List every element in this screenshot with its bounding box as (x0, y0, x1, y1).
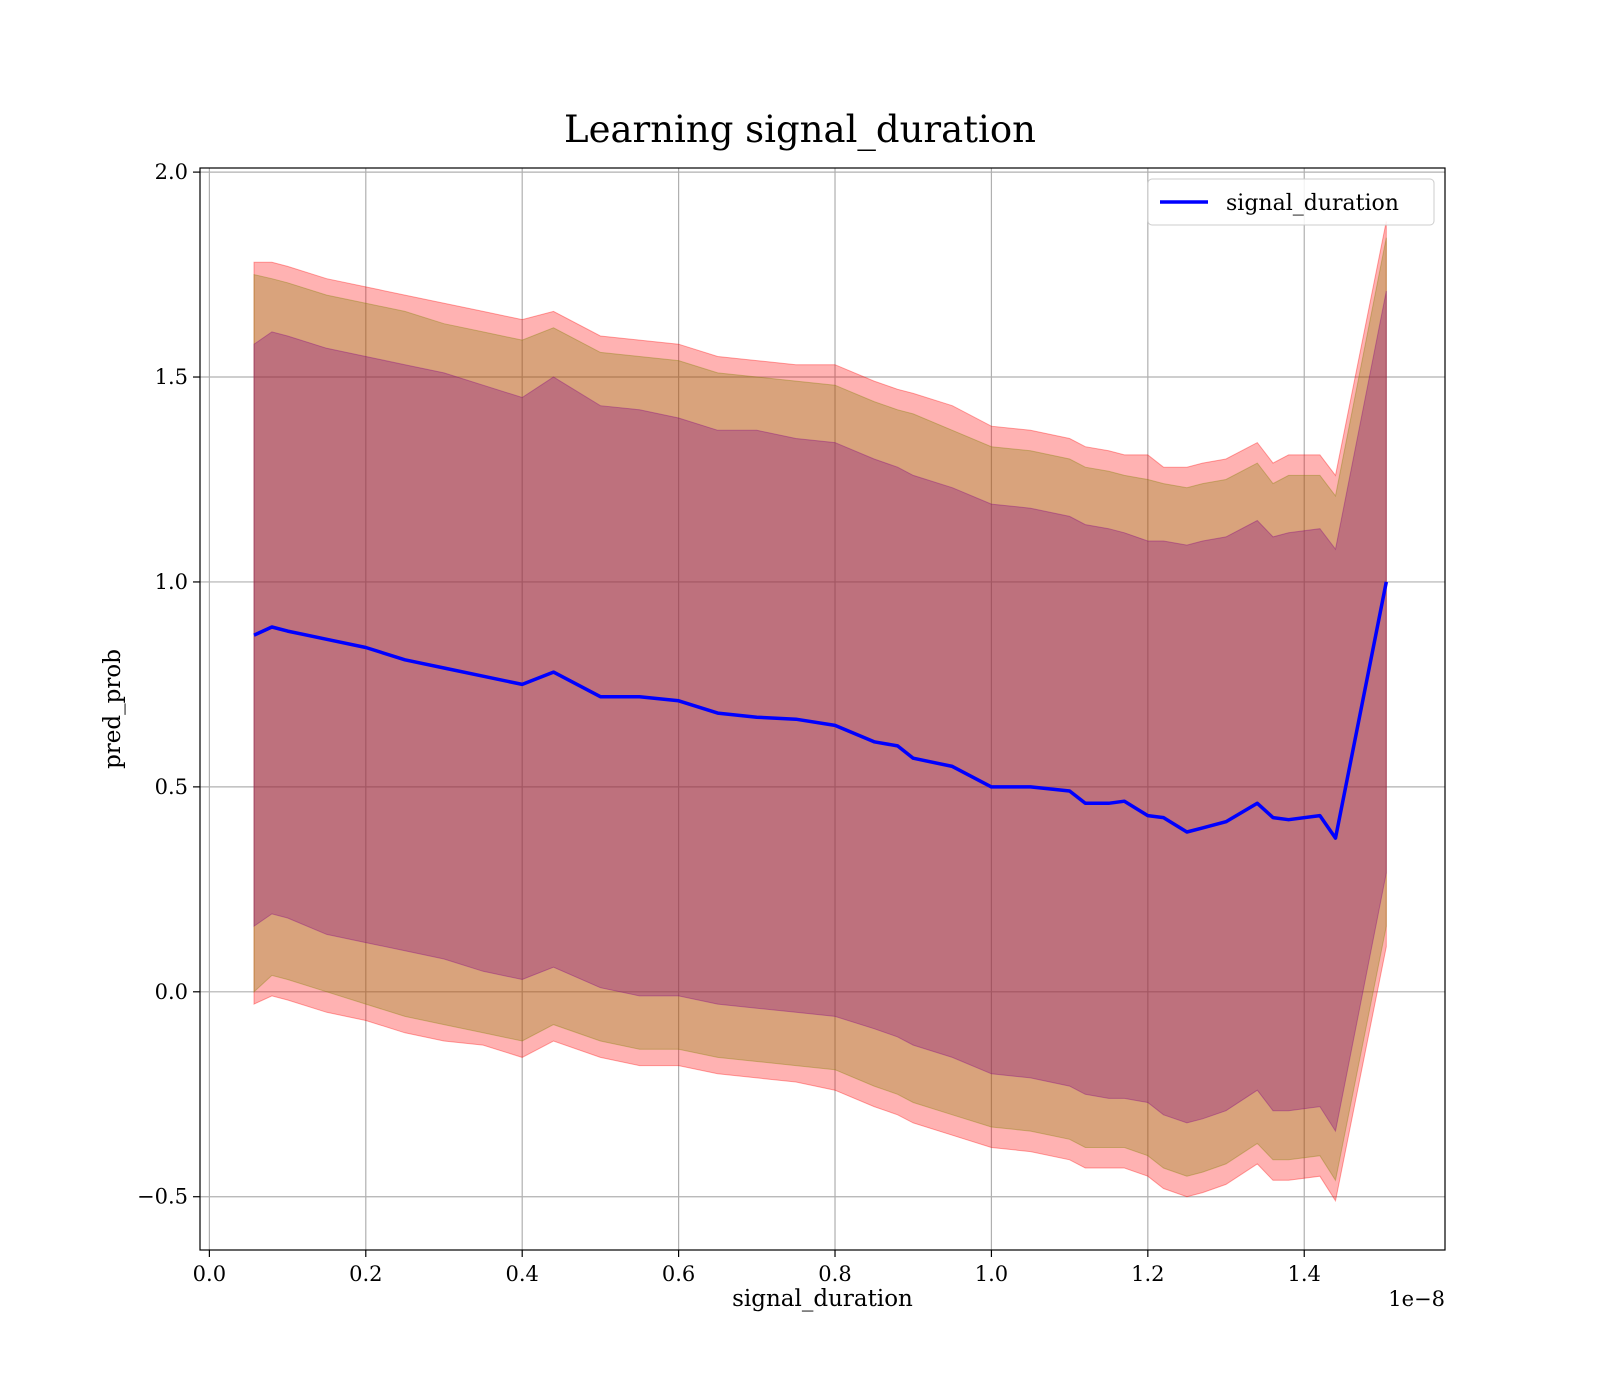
y-axis-ticks: −0.5 0.0 0.5 1.0 1.5 2.0 (137, 160, 200, 1209)
confidence-band-2 (253, 237, 1387, 1182)
y-tick-label: 0.5 (155, 775, 188, 799)
legend-box (1147, 178, 1435, 226)
x-tick-label: 0.8 (818, 1262, 851, 1286)
grid-lines (200, 168, 1445, 1250)
y-tick-label: 1.0 (155, 570, 188, 594)
x-tick-label: 0.0 (193, 1262, 226, 1286)
y-tick-label: −0.5 (137, 1185, 188, 1209)
x-tick-label: 1.0 (975, 1262, 1008, 1286)
confidence-bands (253, 221, 1387, 1203)
y-tick-label: 0.0 (155, 980, 188, 1004)
x-tick-label: 0.4 (505, 1262, 538, 1286)
series-lines (253, 581, 1389, 840)
x-axis-ticks: 0.0 0.2 0.4 0.6 0.8 1.0 1.2 1.4 (193, 1250, 1321, 1286)
confidence-band-1 (253, 221, 1387, 1203)
chart-title: Learning signal_duration (564, 108, 1036, 152)
x-tick-label: 0.6 (662, 1262, 695, 1286)
y-axis-label: pred_prob (100, 649, 126, 769)
x-axis-label: signal_duration (732, 1286, 913, 1312)
x-tick-label: 0.2 (349, 1262, 382, 1286)
y-tick-label: 2.0 (155, 160, 188, 184)
x-axis-offset-label: 1e−8 (1388, 1287, 1445, 1311)
series-line-signal-duration (253, 581, 1389, 840)
y-tick-label: 1.5 (155, 365, 188, 389)
plot-frame (199, 167, 1446, 1251)
legend-label-signal-duration: signal_duration (1226, 191, 1399, 216)
x-tick-label: 1.4 (1288, 1262, 1321, 1286)
x-tick-label: 1.2 (1131, 1262, 1164, 1286)
confidence-band-3 (253, 290, 1387, 1133)
legend: signal_duration (1147, 178, 1435, 226)
